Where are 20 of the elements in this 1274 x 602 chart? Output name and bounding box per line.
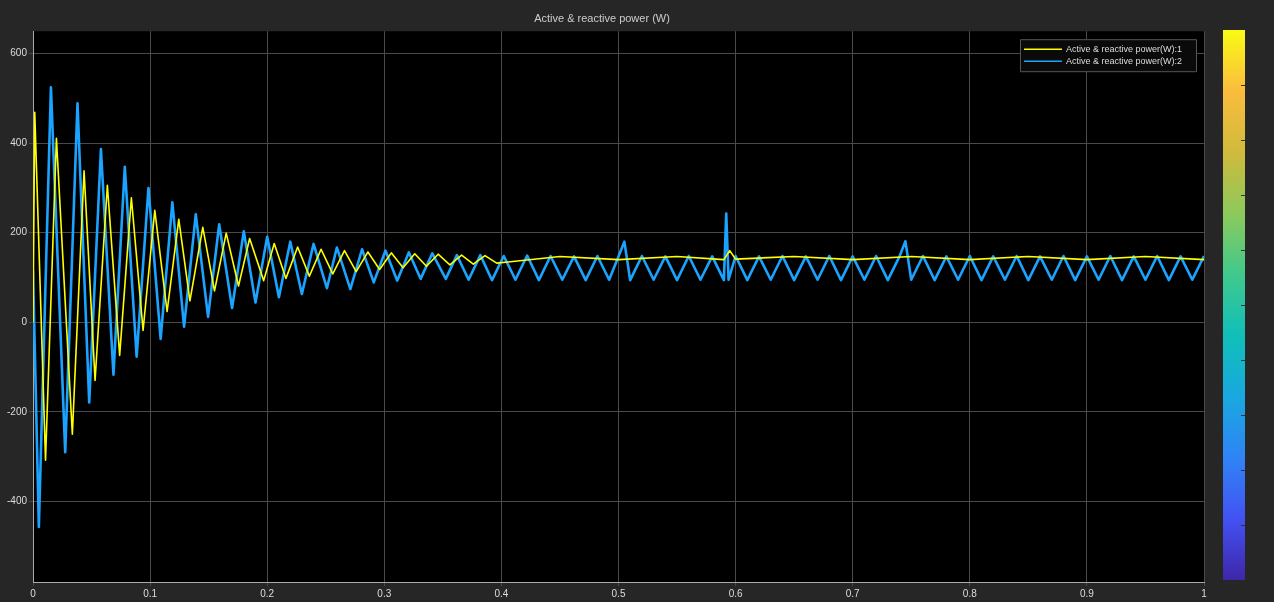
x-tick-label: 0.1 bbox=[143, 587, 158, 599]
y-tick-label: 400 bbox=[10, 136, 28, 148]
y-tick-label: 600 bbox=[10, 47, 28, 59]
x-tick-label: 0 bbox=[30, 587, 37, 599]
x-tick-label: 0.5 bbox=[611, 587, 626, 599]
y-tick-label: -400 bbox=[6, 495, 28, 507]
x-tick-label: 0.4 bbox=[494, 587, 509, 599]
x-tick-label: 0.8 bbox=[962, 587, 978, 599]
x-tick-label: 0.6 bbox=[728, 587, 743, 599]
x-tick-label: 0.3 bbox=[377, 587, 392, 599]
x-tick-label: 1 bbox=[1201, 587, 1208, 599]
legend-label: Active & reactive power(W):2 bbox=[1065, 55, 1183, 66]
x-tick-label: 0.7 bbox=[845, 587, 861, 599]
y-tick-label: 0 bbox=[21, 316, 28, 328]
chart-title: Active & reactive power (W) bbox=[534, 11, 670, 24]
legend-label: Active & reactive power(W):1 bbox=[1065, 43, 1183, 54]
y-tick-label: 200 bbox=[10, 226, 28, 238]
x-tick-label: 0.2 bbox=[260, 587, 275, 599]
x-tick-label: 0.9 bbox=[1079, 587, 1095, 599]
y-tick-label: -200 bbox=[6, 405, 28, 417]
